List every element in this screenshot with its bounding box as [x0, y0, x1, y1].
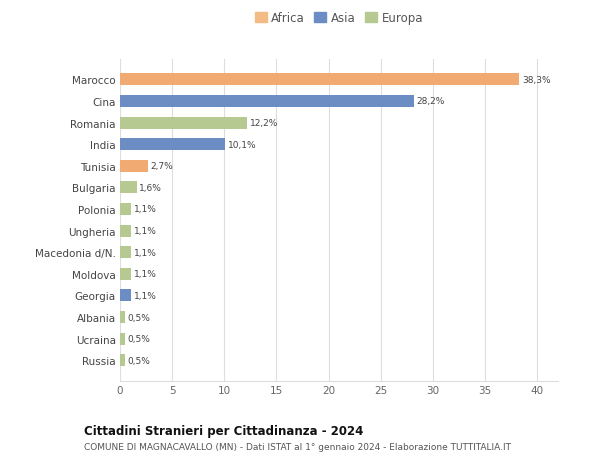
Bar — [120, 225, 131, 237]
Text: 1,1%: 1,1% — [134, 270, 157, 279]
Bar — [120, 161, 148, 173]
Bar — [120, 118, 247, 129]
Text: 1,1%: 1,1% — [134, 227, 157, 235]
Bar — [120, 182, 137, 194]
Text: Cittadini Stranieri per Cittadinanza - 2024: Cittadini Stranieri per Cittadinanza - 2… — [84, 425, 364, 437]
Legend: Africa, Asia, Europa: Africa, Asia, Europa — [250, 8, 428, 30]
Text: 2,7%: 2,7% — [151, 162, 173, 171]
Bar — [120, 96, 414, 108]
Text: 38,3%: 38,3% — [522, 76, 551, 85]
Text: 0,5%: 0,5% — [128, 356, 151, 365]
Bar — [120, 204, 131, 215]
Bar — [120, 247, 131, 258]
Bar — [120, 333, 125, 345]
Bar — [120, 311, 125, 323]
Text: 12,2%: 12,2% — [250, 119, 278, 128]
Bar — [120, 354, 125, 366]
Bar — [120, 290, 131, 302]
Text: 0,5%: 0,5% — [128, 313, 151, 322]
Text: 28,2%: 28,2% — [416, 97, 445, 106]
Text: 0,5%: 0,5% — [128, 335, 151, 343]
Bar — [120, 139, 226, 151]
Bar — [120, 268, 131, 280]
Text: 1,1%: 1,1% — [134, 248, 157, 257]
Text: 1,1%: 1,1% — [134, 205, 157, 214]
Text: COMUNE DI MAGNACAVALLO (MN) - Dati ISTAT al 1° gennaio 2024 - Elaborazione TUTTI: COMUNE DI MAGNACAVALLO (MN) - Dati ISTAT… — [84, 442, 511, 451]
Text: 1,1%: 1,1% — [134, 291, 157, 300]
Bar — [120, 74, 520, 86]
Text: 1,6%: 1,6% — [139, 184, 162, 192]
Text: 10,1%: 10,1% — [228, 140, 257, 149]
